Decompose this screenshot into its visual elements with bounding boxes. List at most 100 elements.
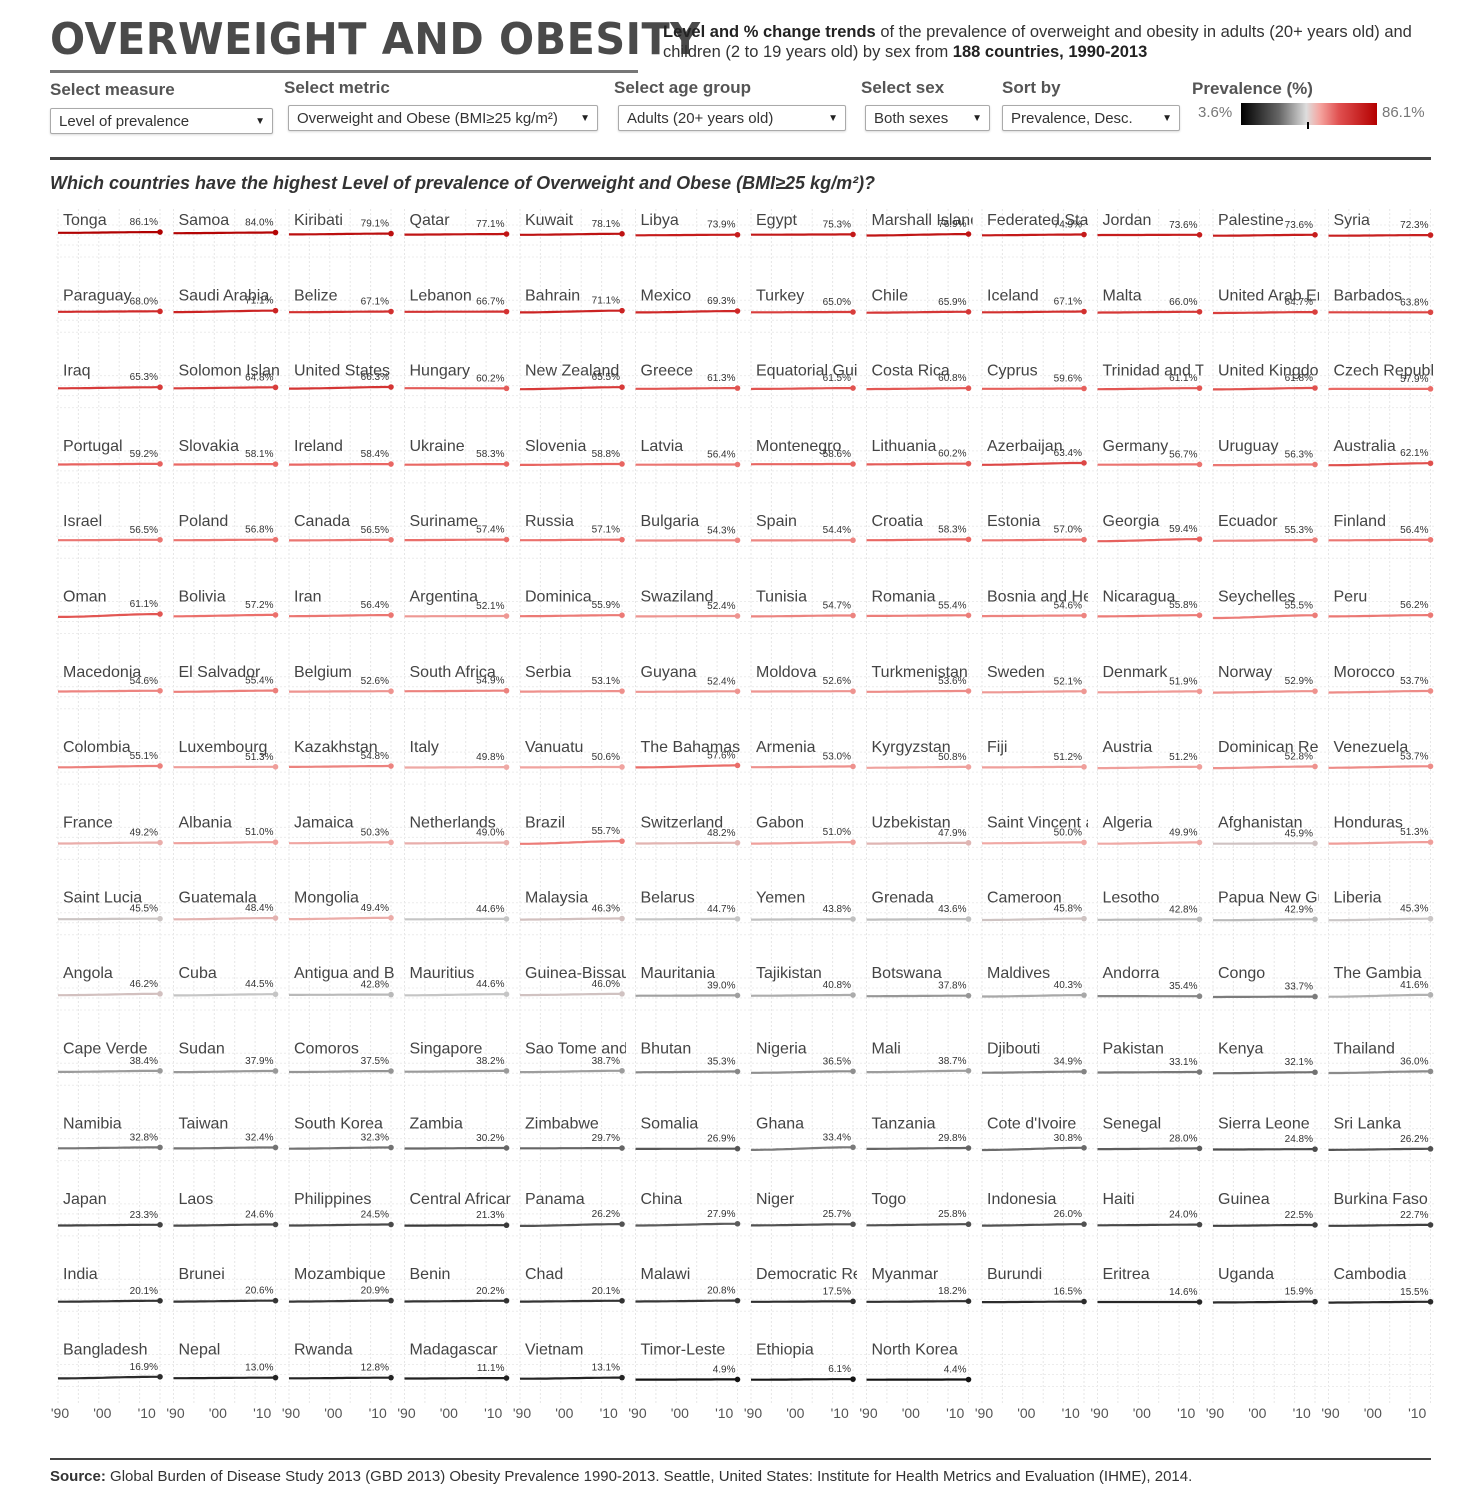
country-panel[interactable]: Sudan 37.9% bbox=[173, 1040, 279, 1074]
country-panel[interactable]: Zambia 30.2% bbox=[404, 1116, 510, 1151]
country-panel[interactable]: Timor-Leste 4.9% bbox=[635, 1342, 741, 1383]
sex-select[interactable]: Both sexes ▼ bbox=[865, 105, 990, 131]
country-panel[interactable]: Mozambique 20.9% bbox=[289, 1266, 394, 1304]
country-panel[interactable]: Senegal 28.0% bbox=[1097, 1116, 1203, 1152]
country-panel[interactable]: Central African Republic 21.3% bbox=[404, 1191, 582, 1229]
country-panel[interactable]: Poland 56.8% bbox=[173, 513, 279, 543]
country-panel[interactable]: Brazil 55.7% bbox=[520, 814, 625, 845]
country-panel[interactable]: Jordan 73.6% bbox=[1097, 212, 1203, 238]
country-panel[interactable]: Nepal 13.0% bbox=[173, 1342, 279, 1381]
country-panel[interactable]: Austria 51.2% bbox=[1097, 739, 1203, 770]
country-panel[interactable]: Maldives 40.3% bbox=[982, 965, 1087, 998]
country-panel[interactable]: Jamaica 50.3% bbox=[289, 814, 394, 846]
country-panel[interactable]: Estonia 57.0% bbox=[982, 513, 1087, 543]
country-panel[interactable]: Laos 24.6% bbox=[173, 1191, 279, 1228]
country-panel[interactable]: Italy 49.8% bbox=[404, 739, 510, 770]
country-panel[interactable]: Burkina Faso 22.7% bbox=[1328, 1191, 1434, 1228]
country-panel[interactable]: Kenya 32.1% bbox=[1212, 1040, 1318, 1076]
sort-select[interactable]: Prevalence, Desc. ▼ bbox=[1002, 105, 1180, 131]
country-panel[interactable]: Belgium 52.6% bbox=[289, 664, 394, 695]
country-panel[interactable]: Ethiopia 6.1% bbox=[751, 1342, 856, 1382]
country-panel[interactable]: Morocco 53.7% bbox=[1328, 664, 1434, 694]
country-panel[interactable]: Kiribati 79.1% bbox=[289, 212, 394, 237]
country-panel[interactable]: Lithuania 60.2% bbox=[866, 438, 972, 467]
country-panel[interactable]: Hungary 60.2% bbox=[404, 363, 510, 392]
country-panel[interactable]: Belarus 44.7% bbox=[635, 890, 741, 922]
country-panel[interactable]: North Korea 4.4% bbox=[866, 1342, 972, 1383]
country-panel[interactable]: Namibia 32.8% bbox=[58, 1116, 163, 1151]
country-panel[interactable]: China 27.9% bbox=[635, 1191, 741, 1227]
country-panel[interactable]: Nigeria 36.5% bbox=[751, 1040, 856, 1075]
country-panel[interactable]: Ukraine 58.3% bbox=[404, 438, 510, 467]
metric-select[interactable]: Overweight and Obese (BMI≥25 kg/m²) ▼ bbox=[288, 105, 598, 131]
country-panel[interactable]: Bulgaria 54.3% bbox=[635, 513, 741, 544]
country-panel[interactable]: Haiti 24.0% bbox=[1097, 1191, 1203, 1228]
country-panel[interactable]: Taiwan 32.4% bbox=[173, 1116, 279, 1151]
country-panel[interactable]: Angola 46.2% bbox=[58, 965, 163, 997]
country-panel[interactable]: Armenia 53.0% bbox=[751, 739, 856, 770]
country-panel[interactable]: Chile 65.9% bbox=[866, 287, 972, 315]
country-panel[interactable]: Moldova 52.6% bbox=[751, 664, 856, 695]
country-panel[interactable]: Liberia 45.3% bbox=[1328, 890, 1434, 922]
country-panel[interactable]: Bolivia 57.2% bbox=[173, 589, 279, 618]
country-panel[interactable]: Cyprus 59.6% bbox=[982, 363, 1087, 392]
country-panel[interactable]: Tunisia 54.7% bbox=[751, 589, 856, 619]
country-panel[interactable]: Albania 51.0% bbox=[173, 814, 279, 845]
country-panel[interactable]: Myanmar 18.2% bbox=[866, 1266, 972, 1304]
country-panel[interactable]: India 20.1% bbox=[58, 1266, 163, 1304]
country-panel[interactable]: Greece 61.3% bbox=[635, 363, 741, 391]
country-panel[interactable]: Burundi 16.5% bbox=[982, 1266, 1087, 1305]
country-panel[interactable]: Fiji 51.2% bbox=[982, 739, 1087, 770]
country-panel[interactable]: Israel 56.5% bbox=[58, 513, 163, 543]
country-panel[interactable]: Panama 26.2% bbox=[520, 1191, 625, 1228]
measure-select[interactable]: Level of prevalence ▼ bbox=[50, 108, 273, 134]
country-panel[interactable]: Niger 25.7% bbox=[751, 1191, 856, 1228]
country-panel[interactable]: Bhutan 35.3% bbox=[635, 1040, 741, 1075]
country-panel[interactable]: Malaysia 46.3% bbox=[520, 890, 625, 922]
country-panel[interactable]: Portugal 59.2% bbox=[58, 438, 163, 467]
country-panel[interactable]: Malawi 20.8% bbox=[635, 1266, 741, 1304]
country-panel[interactable]: Qatar 77.1% bbox=[404, 212, 510, 237]
country-panel[interactable]: Togo 25.8% bbox=[866, 1191, 972, 1228]
country-panel[interactable]: Latvia 56.4% bbox=[635, 438, 741, 468]
country-panel[interactable]: Yemen 43.8% bbox=[751, 890, 856, 922]
country-panel[interactable]: Syria 72.3% bbox=[1328, 212, 1434, 238]
country-panel[interactable]: Georgia 59.4% bbox=[1097, 513, 1203, 543]
